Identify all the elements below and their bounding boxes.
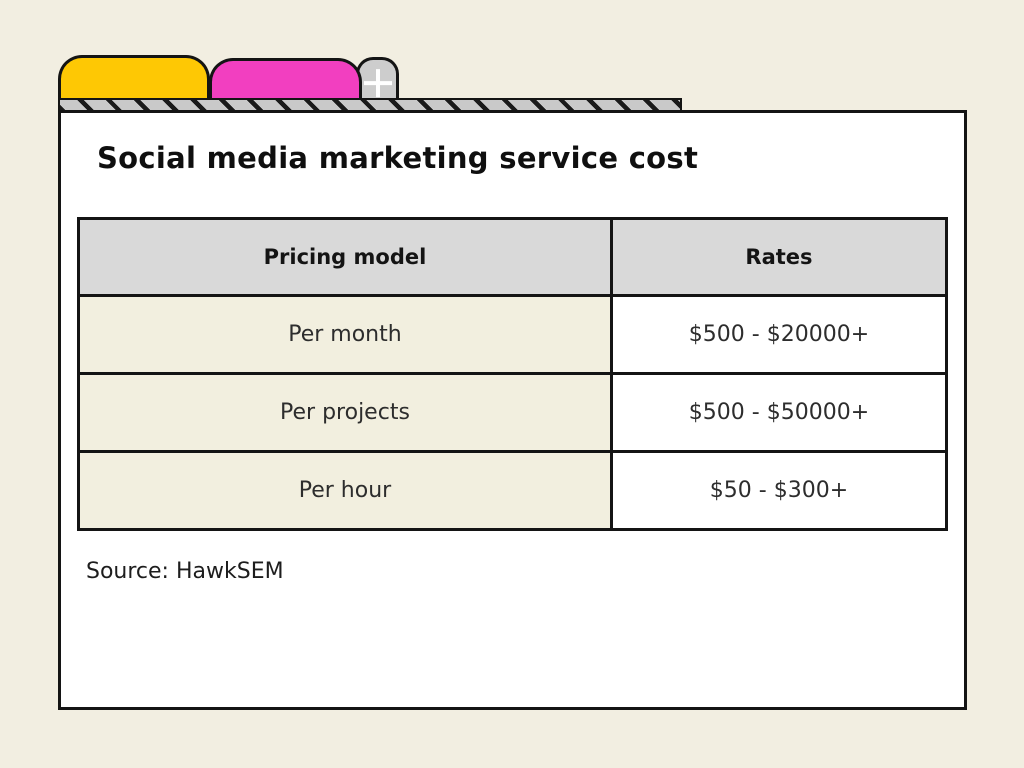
rate-cell: $50 - $300+: [609, 450, 949, 531]
rate-cell: $500 - $50000+: [609, 372, 949, 453]
pricing-model-cell: Per projects: [77, 372, 613, 453]
table-header-row: Pricing model Rates: [77, 217, 949, 297]
pricing-table: Pricing model Rates Per month $500 - $20…: [77, 217, 949, 531]
tab-yellow[interactable]: [58, 55, 210, 103]
table-row: Per projects $500 - $50000+: [77, 372, 949, 453]
column-header-pricing-model: Pricing model: [77, 217, 613, 297]
column-header-rates: Rates: [609, 217, 949, 297]
content-panel: Social media marketing service cost Pric…: [58, 110, 967, 710]
pricing-model-cell: Per month: [77, 294, 613, 375]
page-title: Social media marketing service cost: [97, 141, 699, 175]
table-row: Per hour $50 - $300+: [77, 450, 949, 531]
tab-pink[interactable]: [209, 58, 362, 103]
new-tab-button[interactable]: [356, 57, 399, 103]
table-row: Per month $500 - $20000+: [77, 294, 949, 375]
pricing-model-cell: Per hour: [77, 450, 613, 531]
rate-cell: $500 - $20000+: [609, 294, 949, 375]
plus-icon: [363, 68, 392, 97]
source-caption: Source: HawkSEM: [86, 559, 284, 584]
